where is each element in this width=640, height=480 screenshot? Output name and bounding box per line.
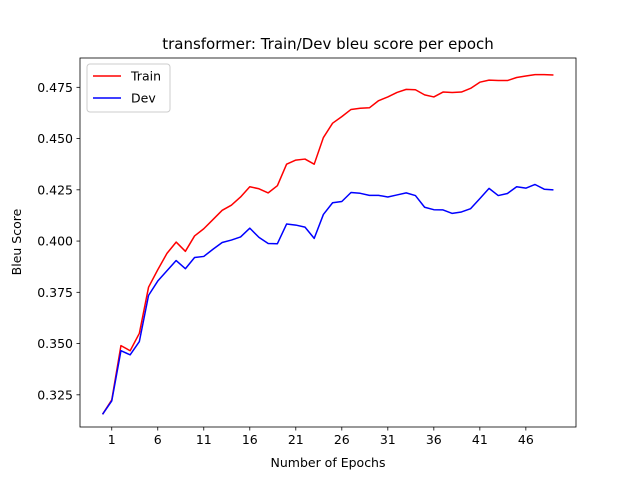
legend-label-dev: Dev — [131, 91, 156, 106]
plot-lines — [101, 73, 554, 415]
x-tick-label: 41 — [472, 432, 488, 447]
y-tick-label: 0.325 — [37, 387, 73, 402]
chart-title: transformer: Train/Dev bleu score per ep… — [162, 35, 494, 53]
x-tick-label: 6 — [154, 432, 162, 447]
legend-label-train: Train — [130, 69, 161, 84]
series-line-train — [101, 73, 554, 415]
x-tick-label: 1 — [108, 432, 116, 447]
x-tick-label: 11 — [196, 432, 212, 447]
y-tick-label: 0.375 — [37, 285, 73, 300]
y-tick-label: 0.350 — [37, 336, 73, 351]
x-axis-ticks: 1 6 11 16 21 26 31 36 41 46 — [108, 427, 534, 447]
x-tick-label: 31 — [380, 432, 396, 447]
series-line-dev — [101, 183, 554, 415]
x-axis-label: Number of Epochs — [271, 455, 386, 470]
x-tick-label: 26 — [334, 432, 350, 447]
legend: Train Dev — [86, 63, 171, 113]
x-tick-label: 21 — [288, 432, 304, 447]
x-tick-label: 16 — [242, 432, 258, 447]
x-tick-label: 36 — [426, 432, 442, 447]
y-tick-label: 0.425 — [37, 182, 73, 197]
y-axis-label: Bleu Score — [9, 208, 24, 275]
y-tick-label: 0.450 — [37, 131, 73, 146]
y-axis-ticks: 0.325 0.350 0.375 0.400 0.425 0.450 0.475 — [37, 80, 80, 402]
y-tick-label: 0.400 — [37, 234, 73, 249]
plot-frame — [79, 57, 577, 428]
x-tick-label: 46 — [518, 432, 534, 447]
y-tick-label: 0.475 — [37, 80, 73, 95]
